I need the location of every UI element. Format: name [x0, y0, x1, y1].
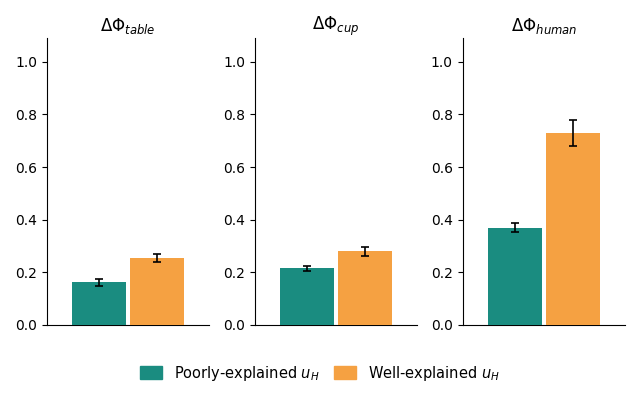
Title: $\Delta\Phi_{\it{cup}}$: $\Delta\Phi_{\it{cup}}$	[312, 15, 360, 38]
Title: $\Delta\Phi_{\it{table}}$: $\Delta\Phi_{\it{table}}$	[100, 16, 156, 36]
Bar	[337, 251, 392, 325]
Bar	[488, 228, 542, 325]
Bar	[545, 133, 600, 325]
Bar	[129, 258, 184, 325]
Bar	[72, 282, 126, 325]
Bar	[280, 268, 334, 325]
Legend: Poorly-explained $u_H$, Well-explained $u_H$: Poorly-explained $u_H$, Well-explained $…	[134, 358, 506, 389]
Title: $\Delta\Phi_{\it{human}}$: $\Delta\Phi_{\it{human}}$	[511, 16, 577, 36]
